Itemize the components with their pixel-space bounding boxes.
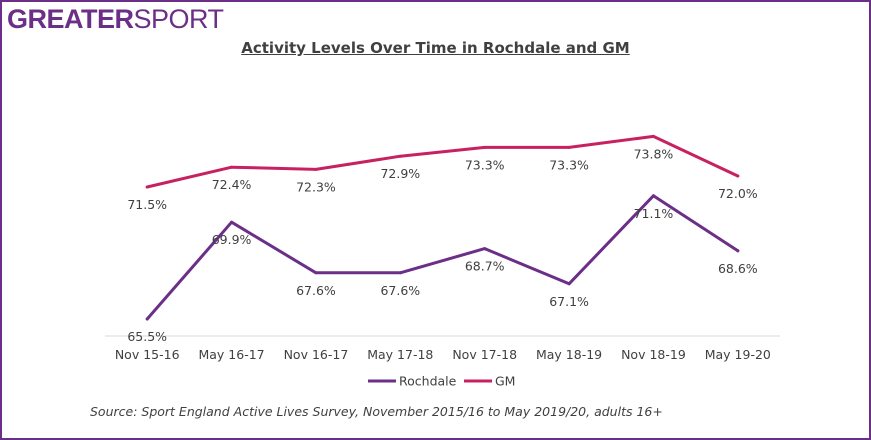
legend-label-gm: GM [495,374,515,389]
series-line-gm [145,134,740,189]
x-tick-label: Nov 18-19 [621,347,686,362]
chart-title: Activity Levels Over Time in Rochdale an… [241,39,630,57]
data-label-gm: 73.8% [634,146,674,161]
legend-label-rochdale: Rochdale [399,374,457,389]
data-label-gm: 72.3% [296,179,336,194]
data-point-rochdale [483,247,487,251]
x-tick-label: May 18-19 [536,347,602,362]
data-point-gm [398,154,402,158]
data-point-gm [314,167,318,171]
data-label-rochdale: 67.6% [380,283,420,298]
data-label-rochdale: 65.5% [127,329,167,344]
logo-part-sport: SPORT [133,4,225,34]
series-line-rochdale [145,194,740,321]
source-note: Source: Sport England Active Lives Surve… [90,404,663,419]
data-point-gm [483,145,487,149]
x-tick-label: May 19-20 [705,347,771,362]
data-label-rochdale: 69.9% [212,232,252,247]
data-point-rochdale [651,194,655,198]
logo-part-greater: GREATER [7,4,134,34]
data-label-gm: 72.4% [212,177,252,192]
data-point-gm [145,185,149,189]
data-point-rochdale [398,271,402,275]
x-tick-label: May 17-18 [367,347,433,362]
data-label-rochdale: 68.7% [465,259,505,274]
data-label-rochdale: 67.6% [296,283,336,298]
data-point-rochdale [145,317,149,321]
data-point-rochdale [736,249,740,253]
data-label-gm: 71.5% [127,197,167,212]
data-label-gm: 72.9% [380,166,420,181]
data-point-gm [651,134,655,138]
x-tick-label: Nov 16-17 [284,347,349,362]
data-point-rochdale [314,271,318,275]
data-point-gm [230,165,234,169]
data-label-rochdale: 71.1% [634,206,674,221]
greatersport-logo: GREATERSPORT [7,4,224,34]
x-tick-label: Nov 15-16 [115,347,180,362]
data-label-gm: 73.3% [549,157,589,172]
x-tick-label: May 16-17 [198,347,264,362]
data-point-gm [567,145,571,149]
data-point-gm [736,174,740,178]
data-point-rochdale [230,220,234,224]
data-label-gm: 73.3% [465,157,505,172]
data-point-rochdale [567,282,571,286]
x-tick-label: Nov 17-18 [452,347,517,362]
data-label-gm: 72.0% [718,186,758,201]
data-label-rochdale: 68.6% [718,261,758,276]
data-label-rochdale: 67.1% [549,294,589,309]
